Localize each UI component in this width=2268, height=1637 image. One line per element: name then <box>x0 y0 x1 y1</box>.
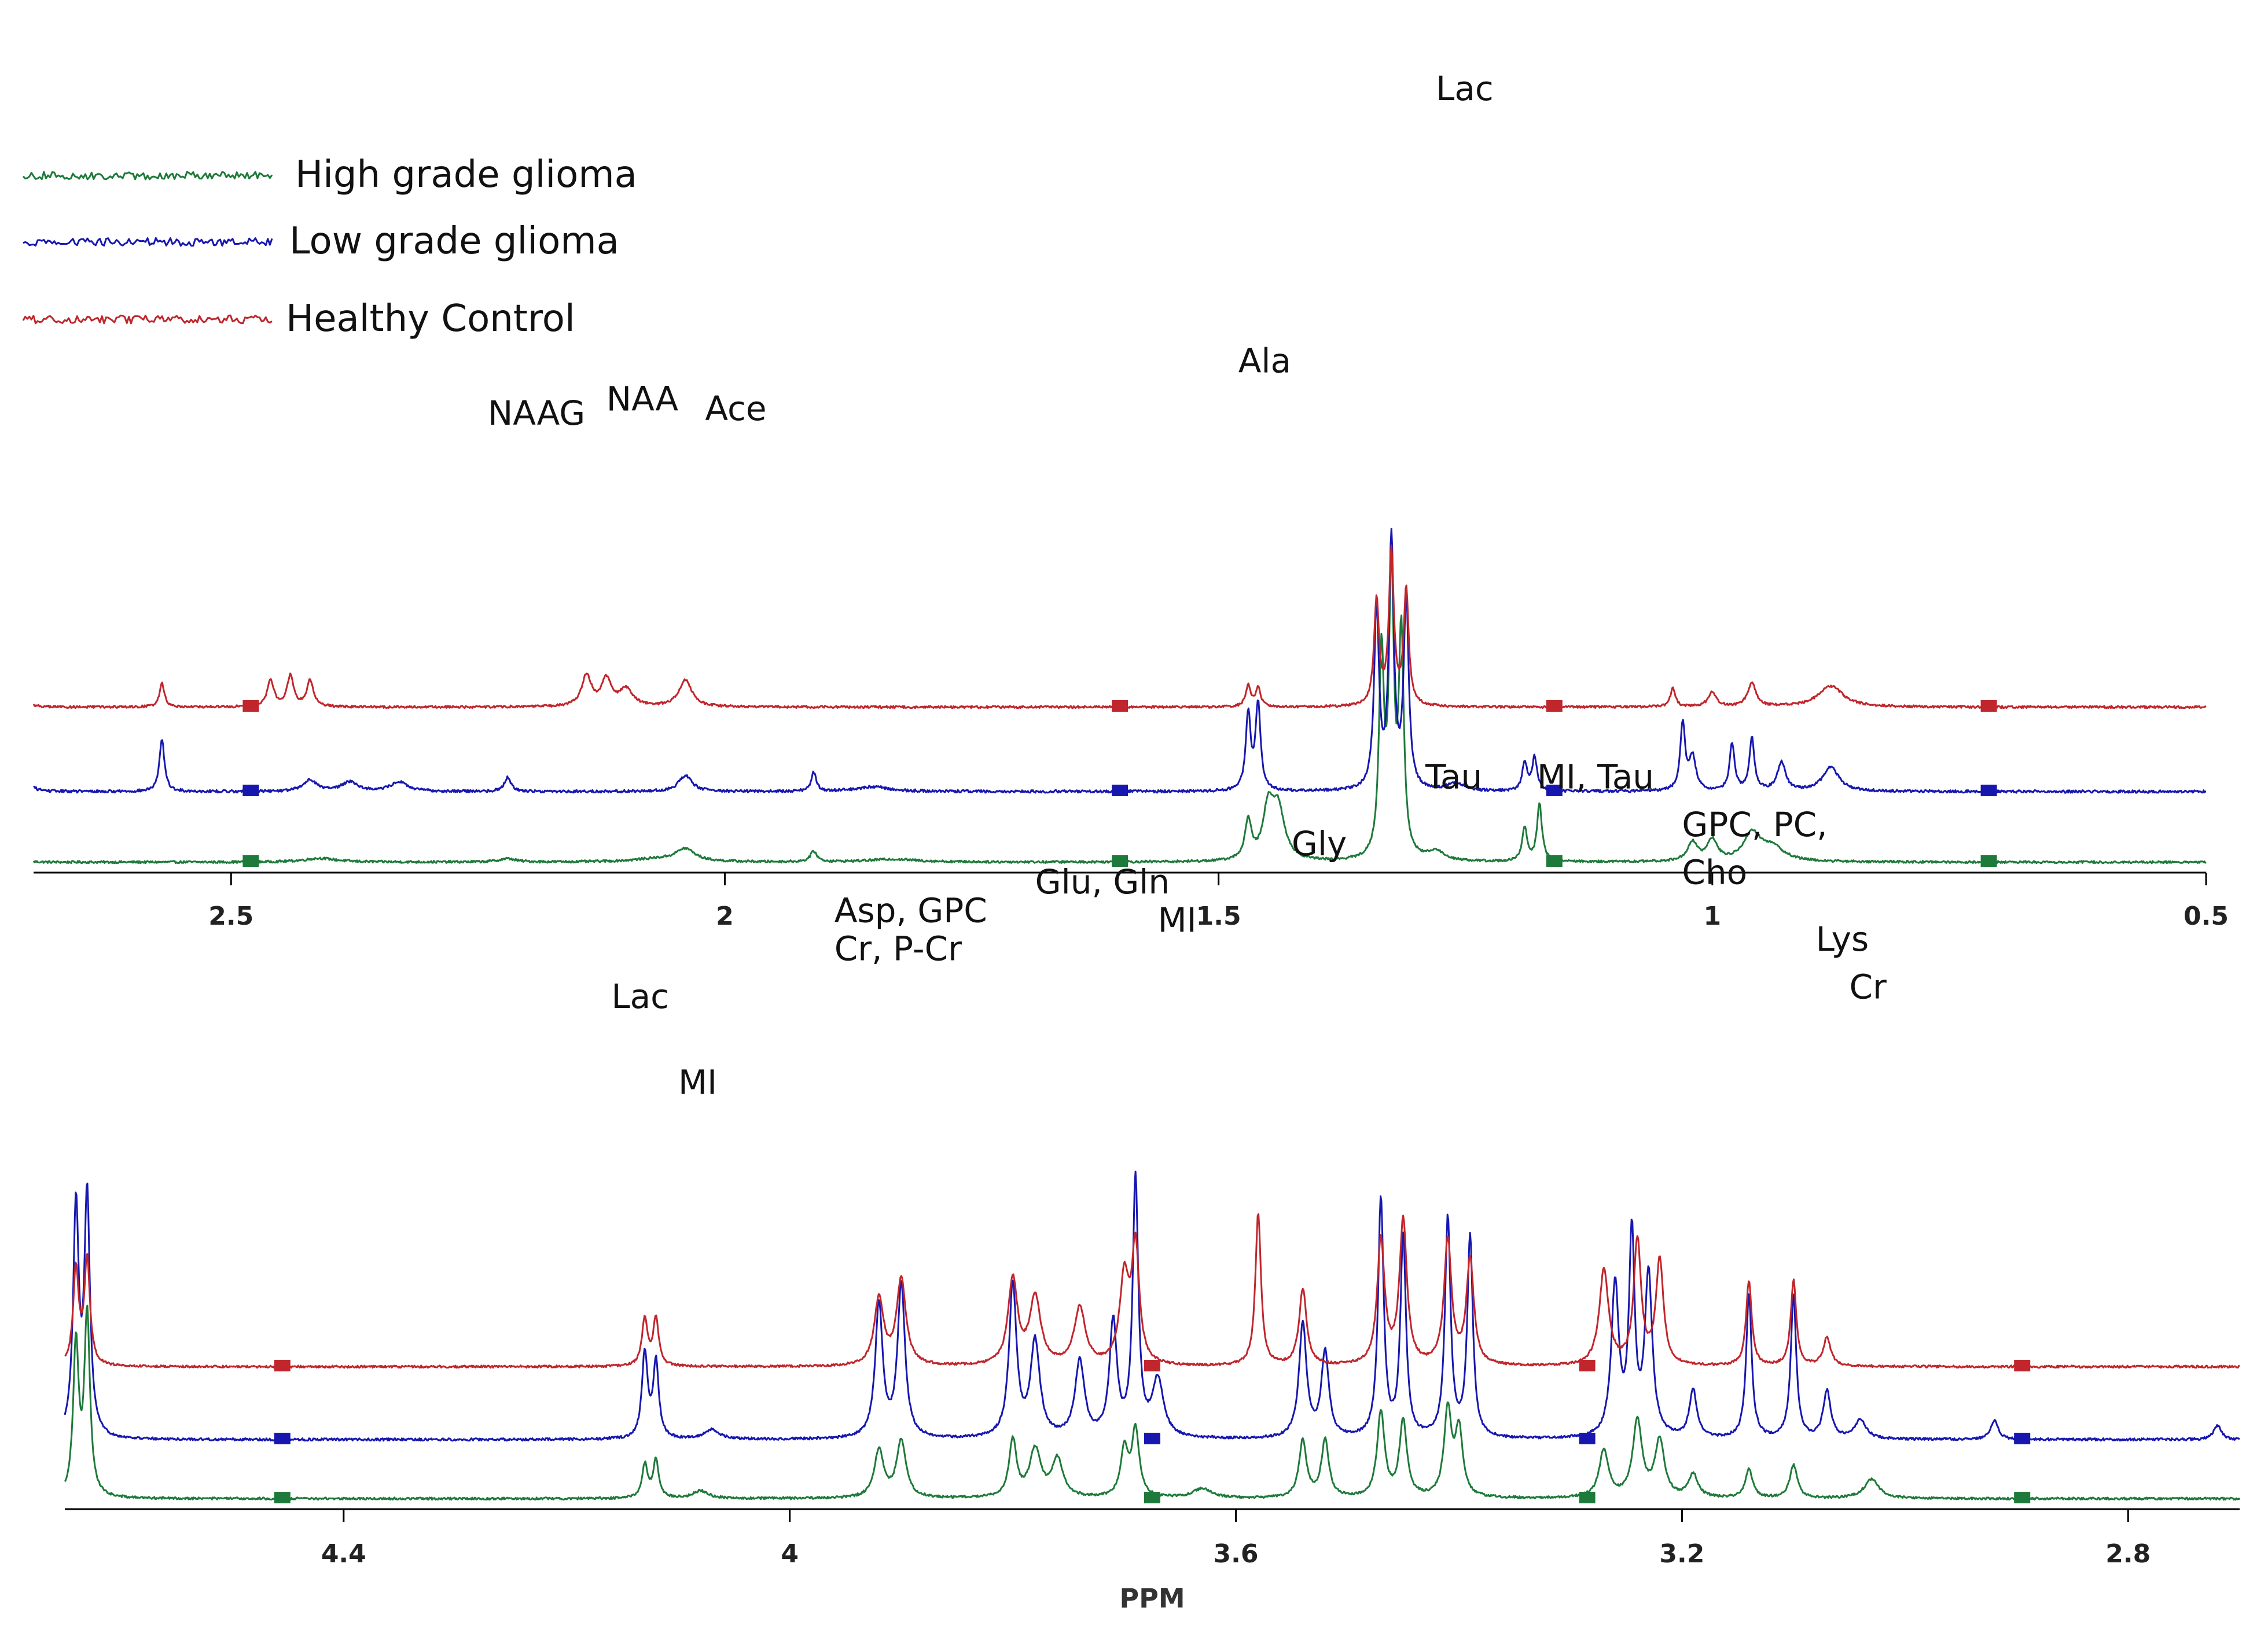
baseline-marker <box>2014 1492 2031 1503</box>
baseline-marker <box>1112 785 1128 796</box>
peak-label: Asp, GPC <box>835 891 987 930</box>
baseline-marker <box>2014 1360 2031 1371</box>
peak-label: Cr, P-Cr <box>835 929 962 969</box>
peak-label: NAAG <box>488 393 585 433</box>
baseline-marker <box>1112 700 1128 712</box>
peak-label: Lys <box>1816 919 1869 959</box>
spectrum-healthy-control <box>64 1213 2240 1369</box>
baseline-marker <box>1980 855 1997 867</box>
baseline-marker <box>1144 1433 1160 1444</box>
baseline-marker <box>274 1492 291 1503</box>
x-tick-label: 1 <box>1704 902 1722 931</box>
baseline-marker <box>1579 1492 1596 1503</box>
baseline-marker <box>1546 700 1563 712</box>
peak-label: MI <box>678 1063 717 1102</box>
x-tick-label: 3.6 <box>1214 1539 1259 1569</box>
legend-swatch-low-grade <box>23 237 273 247</box>
baseline-marker <box>1980 785 1997 796</box>
peak-label: Glu, Gln <box>1035 862 1170 902</box>
peak-label: Ala <box>1238 341 1291 380</box>
peak-label: Ace <box>705 389 766 428</box>
peak-label: Lac <box>1436 69 1494 108</box>
peak-label: Lac <box>611 977 669 1016</box>
peak-label: Tau <box>1425 757 1482 797</box>
legend-label-healthy-control: Healthy Control <box>286 297 575 340</box>
baseline-marker <box>1980 700 1997 712</box>
baseline-marker <box>274 1433 291 1444</box>
peak-label: Cr <box>1849 968 1886 1007</box>
x-tick-label: 0.5 <box>2184 902 2229 931</box>
baseline-marker <box>1112 855 1128 867</box>
baseline-marker <box>1579 1433 1596 1444</box>
baseline-marker <box>242 700 259 712</box>
peak-label: Cho <box>1682 853 1747 892</box>
legend-label-low-grade: Low grade glioma <box>289 220 619 263</box>
legend-label-high-grade: High grade glioma <box>295 153 637 196</box>
baseline-marker <box>274 1360 291 1371</box>
baseline-marker <box>1144 1492 1160 1503</box>
x-tick-label: 1.5 <box>1196 902 1241 931</box>
baseline-marker <box>1144 1360 1160 1371</box>
peak-label: NAA <box>606 379 679 418</box>
spectrum-high-grade-glioma <box>64 1304 2241 1501</box>
baseline-marker <box>1546 855 1563 867</box>
x-tick-label: 2.8 <box>2105 1539 2151 1569</box>
x-tick-label: 4 <box>781 1539 799 1569</box>
legend-swatch-high-grade <box>22 171 273 181</box>
legend-swatch-healthy-control <box>22 314 273 325</box>
x-tick-label: 3.2 <box>1659 1539 1704 1569</box>
peak-label: GPC, PC, <box>1682 805 1827 844</box>
legend: High grade glioma Low grade glioma Healt… <box>22 153 637 340</box>
x-tick-label: 4.4 <box>321 1539 366 1569</box>
peak-label: MI, Tau <box>1537 757 1654 797</box>
baseline-marker <box>242 855 259 867</box>
x-tick-label: 2.5 <box>208 902 253 931</box>
spectrum-low-grade-glioma <box>64 1171 2240 1442</box>
peak-label: Gly <box>1292 824 1347 863</box>
baseline-marker <box>242 785 259 796</box>
top-spectrum-panel: 2.5 2 1.5 1 0.5 NAAG NAA Ace Ala Lac <box>32 69 2229 931</box>
baseline-marker <box>1546 785 1563 796</box>
peak-label: MI <box>1158 900 1197 940</box>
baseline-marker <box>2014 1433 2031 1444</box>
x-axis-label: PPM <box>1119 1583 1185 1614</box>
baseline-marker <box>1579 1360 1596 1371</box>
x-tick-label: 2 <box>716 902 734 931</box>
